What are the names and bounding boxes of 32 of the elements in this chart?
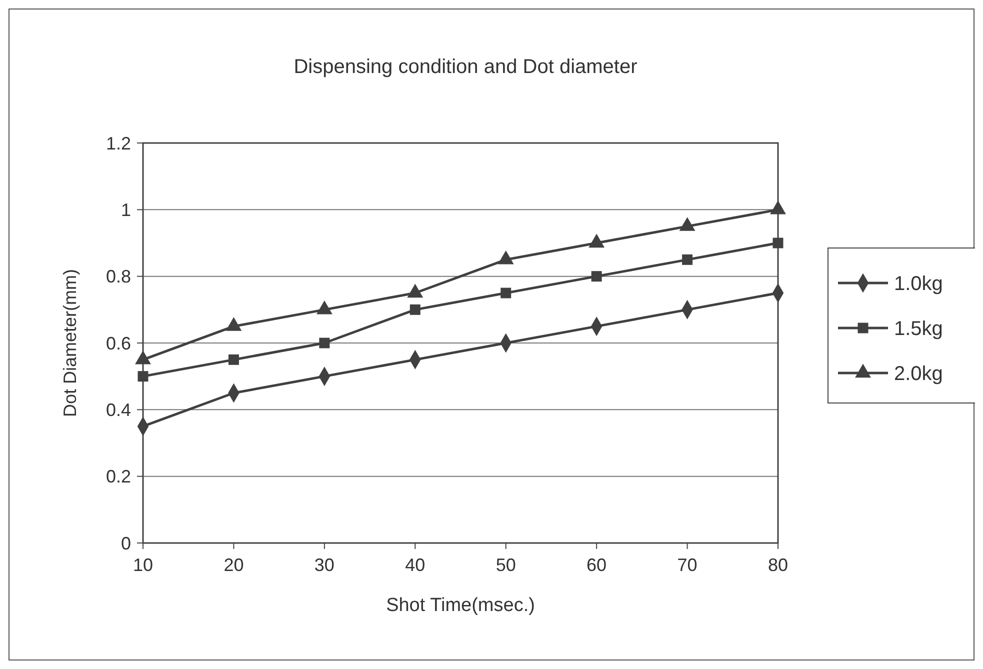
point <box>410 304 420 315</box>
legend-label: 2.0kg <box>894 363 943 385</box>
y-tick-label: 0 <box>120 533 131 554</box>
y-tick-label: 0.8 <box>106 266 131 287</box>
x-tick-label: 40 <box>405 555 426 575</box>
chart-title: Dispensing condition and Dot diameter <box>294 56 638 78</box>
point <box>591 271 602 282</box>
point <box>138 371 148 382</box>
x-tick-label: 70 <box>677 555 698 575</box>
x-tick-label: 80 <box>768 555 788 575</box>
legend-label: 1.5kg <box>894 318 943 340</box>
point <box>679 217 696 231</box>
x-tick-label: 60 <box>586 555 607 575</box>
y-tick-label: 0.4 <box>106 400 131 420</box>
x-tick-label: 30 <box>314 555 334 575</box>
x-tick-label: 20 <box>224 555 244 575</box>
y-tick-label: 1 <box>120 200 131 220</box>
x-axis-title: Shot Time(msec.) <box>386 595 535 616</box>
y-tick-label: 0.6 <box>106 333 131 354</box>
y-tick-label: 1.2 <box>106 133 131 154</box>
point <box>770 200 786 214</box>
point <box>500 288 512 298</box>
point <box>772 238 784 248</box>
point <box>682 254 693 265</box>
point <box>588 234 605 248</box>
point <box>319 338 330 348</box>
x-tick-label: 10 <box>132 555 154 575</box>
y-tick-label: 0.2 <box>106 466 131 487</box>
x-tick-label: 50 <box>496 555 516 575</box>
y-axis-title: Dot Diameter(mm) <box>60 268 80 418</box>
point <box>228 354 239 365</box>
legend-label: 1.0kg <box>894 273 943 295</box>
